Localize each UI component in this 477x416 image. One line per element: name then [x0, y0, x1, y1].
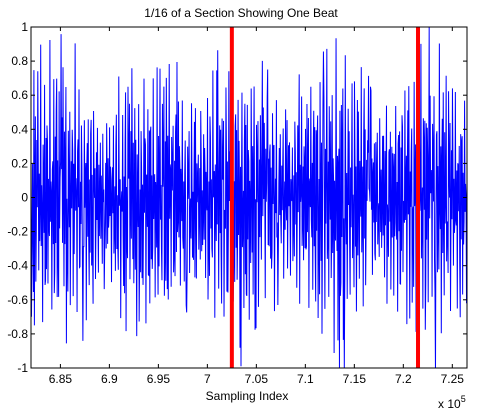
plot-area	[31, 27, 467, 368]
y-tick-label: 0.6	[11, 88, 28, 102]
x-tick-label: 6.95	[147, 372, 171, 386]
axis-ticks: 6.85 6.9 6.95 7 7.05 7.1 7.15 7.2 7.25 1 0.8 0.6 0.4…	[7, 20, 467, 386]
y-tick-label: 0	[21, 191, 28, 205]
y-tick-label: 0.4	[11, 122, 28, 136]
x-tick-label: 7.05	[245, 372, 269, 386]
y-tick-label: 0.8	[11, 54, 28, 68]
signal-series-line	[31, 27, 467, 368]
y-tick-label: 0.2	[11, 156, 28, 170]
x-axis-label: Sampling Index	[206, 389, 289, 403]
x-tick-label: 7.2	[395, 372, 412, 386]
y-tick-label: -0.2	[7, 225, 28, 239]
x-tick-label: 6.85	[49, 372, 73, 386]
x-axis-exponent: x 105	[438, 394, 466, 411]
chart-title: 1/16 of a Section Showing One Beat	[144, 6, 338, 20]
y-tick-label: -0.4	[7, 259, 28, 273]
y-tick-label: 1	[21, 20, 28, 34]
x-tick-label: 6.9	[101, 372, 118, 386]
y-tick-label: -0.8	[7, 327, 28, 341]
x-tick-label: 7.1	[297, 372, 314, 386]
x-exponent-power: 5	[461, 394, 466, 404]
x-tick-label: 7.15	[343, 372, 367, 386]
x-exponent-base: x 10	[438, 397, 461, 411]
x-tick-label: 7	[204, 372, 211, 386]
y-tick-label: -1	[17, 361, 28, 375]
x-tick-label: 7.25	[441, 372, 465, 386]
y-tick-label: -0.6	[7, 293, 28, 307]
